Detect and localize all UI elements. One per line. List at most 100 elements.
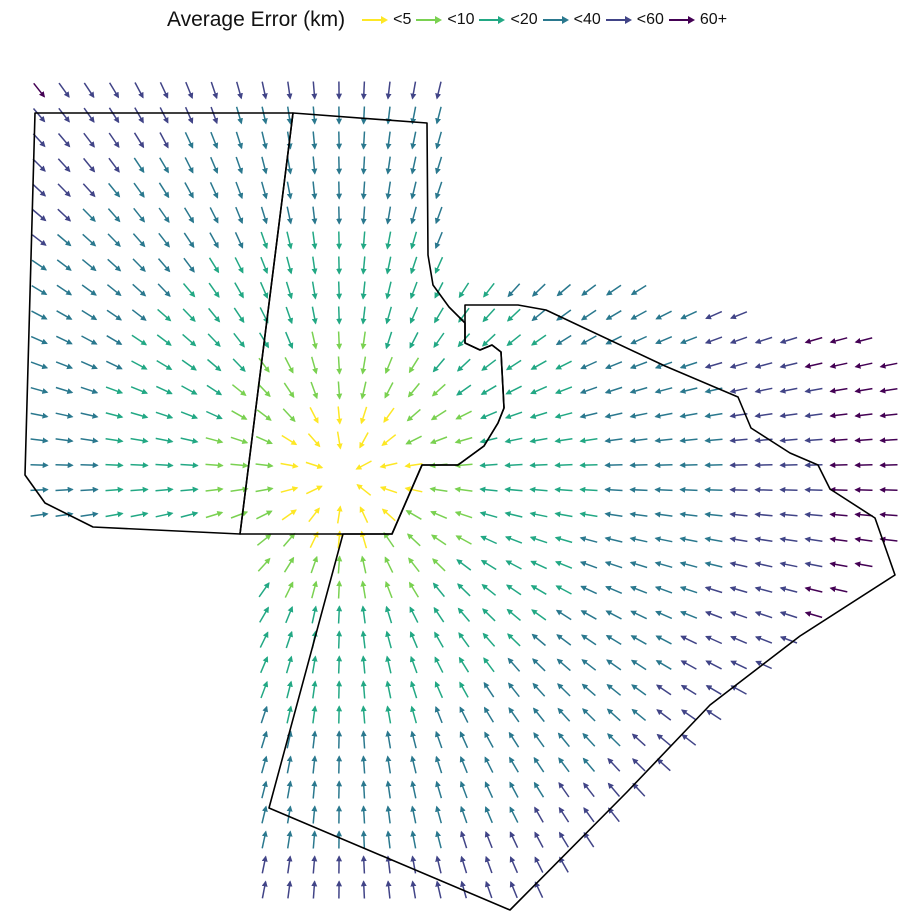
error-arrow [32,108,46,123]
error-arrow [157,258,171,273]
error-vector-map [24,81,898,911]
error-arrow [410,880,417,899]
error-arrow [57,208,72,222]
error-arrow [558,757,570,773]
error-arrow [384,356,393,375]
error-arrow [360,131,367,150]
error-arrow [360,331,367,350]
error-arrow [405,435,422,445]
legend-label: <5 [393,11,412,28]
error-arrow [505,560,522,570]
error-arrow [829,387,848,394]
error-arrow [579,437,598,444]
error-arrow [360,81,367,100]
error-arrow [556,634,572,646]
error-arrow [336,630,343,649]
error-arrow [58,107,70,123]
error-arrow [604,486,623,493]
error-arrow [829,437,848,444]
error-arrow [281,509,297,521]
error-arrow [133,207,146,223]
error-arrow [260,206,268,225]
error-arrow [680,684,697,696]
error-arrow [704,511,723,518]
error-arrow [410,780,417,799]
error-arrow [83,132,95,148]
error-arrow [604,386,623,394]
error-arrow [310,356,318,375]
error-arrow [754,561,773,568]
error-arrow [134,82,144,99]
error-arrow [259,631,269,648]
error-arrow [210,81,219,100]
error-arrow [680,635,698,645]
error-arrow [779,387,798,394]
error-arrow [607,757,621,772]
error-arrow [431,534,447,546]
error-arrow [531,609,547,621]
error-arrow [829,561,848,568]
error-arrow [30,412,49,419]
error-arrow [404,462,423,469]
error-arrow [159,132,169,149]
error-arrow [311,780,318,799]
error-arrow [554,486,573,493]
error-arrow [431,383,446,397]
error-arrow [506,334,522,347]
error-arrow [508,707,520,723]
error-arrow [681,709,697,721]
error-arrow [729,311,748,320]
error-arrow [879,362,898,369]
error-arrow [559,856,569,873]
error-arrow [583,831,595,848]
error-arrow [804,387,823,394]
error-arrow [554,536,573,544]
error-arrow [879,437,898,444]
error-arrow [507,682,520,698]
error-arrow [286,855,293,874]
error-arrow [579,536,598,543]
error-arrow [255,435,273,445]
error-arrow [557,683,571,697]
error-arrow [155,411,174,420]
error-arrow [210,106,219,125]
error-arrow [410,680,418,699]
error-arrow [130,462,149,469]
error-arrow [629,561,648,569]
error-arrow [336,406,343,425]
error-arrow [355,460,372,470]
error-arrow [629,386,648,394]
error-arrow [435,855,442,874]
error-arrow [557,707,571,722]
error-arrow [134,107,144,124]
error-arrow [854,412,873,419]
error-arrow [605,310,622,320]
error-arrow [80,462,99,469]
error-arrow [155,511,174,518]
error-arrow [530,585,547,595]
error-arrow [336,306,343,325]
error-arrow [434,705,443,724]
error-arrow [504,411,523,420]
error-arrow [311,655,318,674]
error-arrow [360,580,367,599]
error-arrow [459,706,469,723]
error-arrow [385,81,392,100]
error-arrow [257,383,271,398]
legend-item: <20 [478,11,538,29]
error-arrow [459,780,468,799]
legend-item: <40 [542,11,601,29]
region-boundaries [24,112,896,911]
error-arrow [804,362,823,369]
error-arrow [261,131,268,150]
error-arrow [804,561,823,568]
error-arrow [629,412,648,419]
error-arrow [360,206,367,225]
error-arrow [383,407,395,423]
error-arrow [705,709,722,721]
error-arrow [435,106,442,125]
error-arrow [604,462,623,469]
error-arrow [30,335,48,345]
error-arrow [336,505,343,524]
error-arrow [409,332,419,349]
